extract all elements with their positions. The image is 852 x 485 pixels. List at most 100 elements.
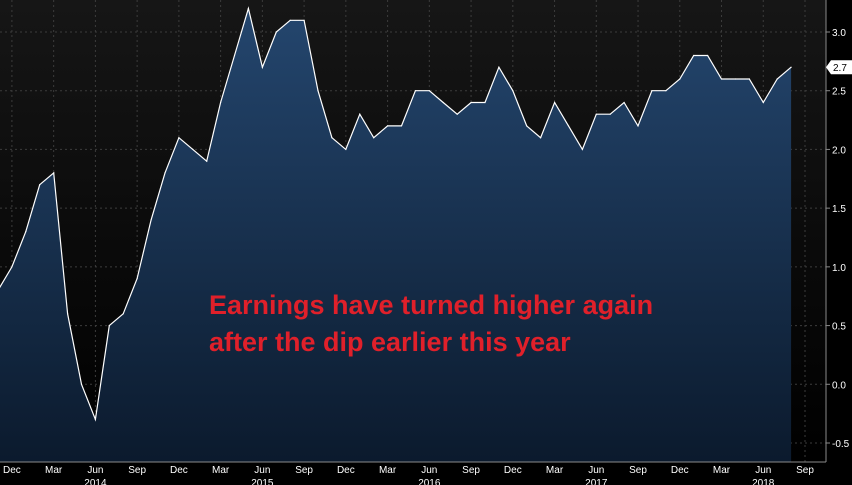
data-point <box>456 113 458 115</box>
data-point <box>609 113 611 115</box>
data-point <box>164 172 166 174</box>
data-point <box>247 7 249 10</box>
x-year-label: 2014 <box>84 478 107 485</box>
data-point <box>567 125 570 127</box>
data-point <box>428 90 430 92</box>
data-point <box>414 90 416 92</box>
data-point <box>665 90 667 92</box>
x-tick-label: Dec <box>3 465 21 476</box>
x-axis-ticks: Dec Mar Jun Sep Dec Mar Jun Sep Dec Mar Jun Sep Dec M… <box>3 465 814 485</box>
data-point <box>233 54 236 57</box>
y-tick-label: 1.0 <box>832 263 846 274</box>
data-point <box>762 101 764 104</box>
data-point <box>484 101 486 104</box>
data-point <box>776 78 778 80</box>
data-point <box>67 313 69 315</box>
data-point <box>206 160 208 162</box>
data-point <box>108 325 110 327</box>
data-point <box>303 19 305 21</box>
x-tick-label: Sep <box>629 465 647 476</box>
data-point <box>442 101 444 104</box>
data-point <box>373 137 375 139</box>
data-point <box>498 66 500 68</box>
annotation-line-2: after the dip earlier this year <box>209 327 571 357</box>
data-point <box>748 78 750 80</box>
x-year-label: 2018 <box>752 478 775 485</box>
annotation: Earnings have turned higher again after … <box>209 287 653 361</box>
data-point <box>623 101 625 104</box>
x-tick-label: Mar <box>379 465 397 476</box>
data-point <box>122 313 124 315</box>
data-point <box>734 78 737 80</box>
data-point <box>289 19 291 21</box>
data-point <box>317 90 319 92</box>
x-tick-label: Mar <box>713 465 731 476</box>
x-tick-label: Sep <box>796 465 814 476</box>
x-tick-label: Sep <box>295 465 313 476</box>
data-point <box>331 137 333 139</box>
last-value-badge: 2.7 <box>826 60 852 75</box>
data-point <box>80 383 83 385</box>
x-tick-label: Dec <box>170 465 188 476</box>
data-point <box>526 125 528 127</box>
data-point <box>540 137 542 139</box>
data-point <box>275 31 277 33</box>
data-point <box>150 219 152 221</box>
x-tick-label: Jun <box>588 465 604 476</box>
data-point <box>512 90 514 92</box>
series-line <box>0 6 792 422</box>
data-point <box>178 137 180 139</box>
data-point <box>651 90 653 92</box>
series-points <box>11 7 792 421</box>
x-tick-label: Jun <box>254 465 270 476</box>
y-tick-label: 2.0 <box>832 145 846 156</box>
x-tick-label: Jun <box>755 465 771 476</box>
data-point <box>261 66 263 68</box>
y-tick-label: 1.5 <box>832 204 846 215</box>
last-value-label: 2.7 <box>833 63 847 74</box>
y-tick-label: 0.5 <box>832 322 846 333</box>
data-point <box>345 148 347 150</box>
data-point <box>220 101 222 104</box>
x-year-label: 2016 <box>418 478 441 485</box>
data-point <box>359 113 361 115</box>
x-tick-label: Mar <box>45 465 63 476</box>
data-point <box>693 54 695 57</box>
x-tick-label: Dec <box>337 465 355 476</box>
y-axis-ticks: -0.5 0.0 0.5 1.0 1.5 2.0 2.5 3.0 <box>826 28 850 450</box>
data-point <box>720 78 723 80</box>
data-point <box>94 418 96 421</box>
data-point <box>679 78 681 80</box>
data-point <box>790 66 792 68</box>
data-point <box>53 172 55 174</box>
data-point <box>581 148 584 150</box>
data-point <box>400 125 403 127</box>
data-point <box>595 113 597 115</box>
x-tick-label: Dec <box>504 465 522 476</box>
data-point <box>637 125 639 127</box>
x-tick-label: Dec <box>671 465 689 476</box>
y-tick-label: 2.5 <box>832 87 846 98</box>
y-tick-label: 0.0 <box>832 380 846 391</box>
x-tick-label: Jun <box>87 465 103 476</box>
x-year-label: 2017 <box>585 478 608 485</box>
data-point <box>192 148 194 150</box>
annotation-line-1: Earnings have turned higher again <box>209 290 654 320</box>
data-point <box>11 266 13 268</box>
x-year-label: 2015 <box>251 478 274 485</box>
data-point <box>554 101 556 104</box>
y-tick-label: -0.5 <box>832 439 850 450</box>
y-tick-label: 3.0 <box>832 28 846 39</box>
data-point <box>387 125 389 127</box>
last-value-badge-shape <box>826 60 852 75</box>
x-tick-label: Mar <box>212 465 230 476</box>
x-tick-label: Sep <box>128 465 146 476</box>
x-tick-label: Jun <box>421 465 437 476</box>
data-point <box>470 101 472 104</box>
data-point <box>136 278 138 280</box>
x-tick-label: Mar <box>546 465 564 476</box>
data-point <box>25 231 27 233</box>
x-tick-label: Sep <box>462 465 480 476</box>
data-point <box>39 184 41 186</box>
